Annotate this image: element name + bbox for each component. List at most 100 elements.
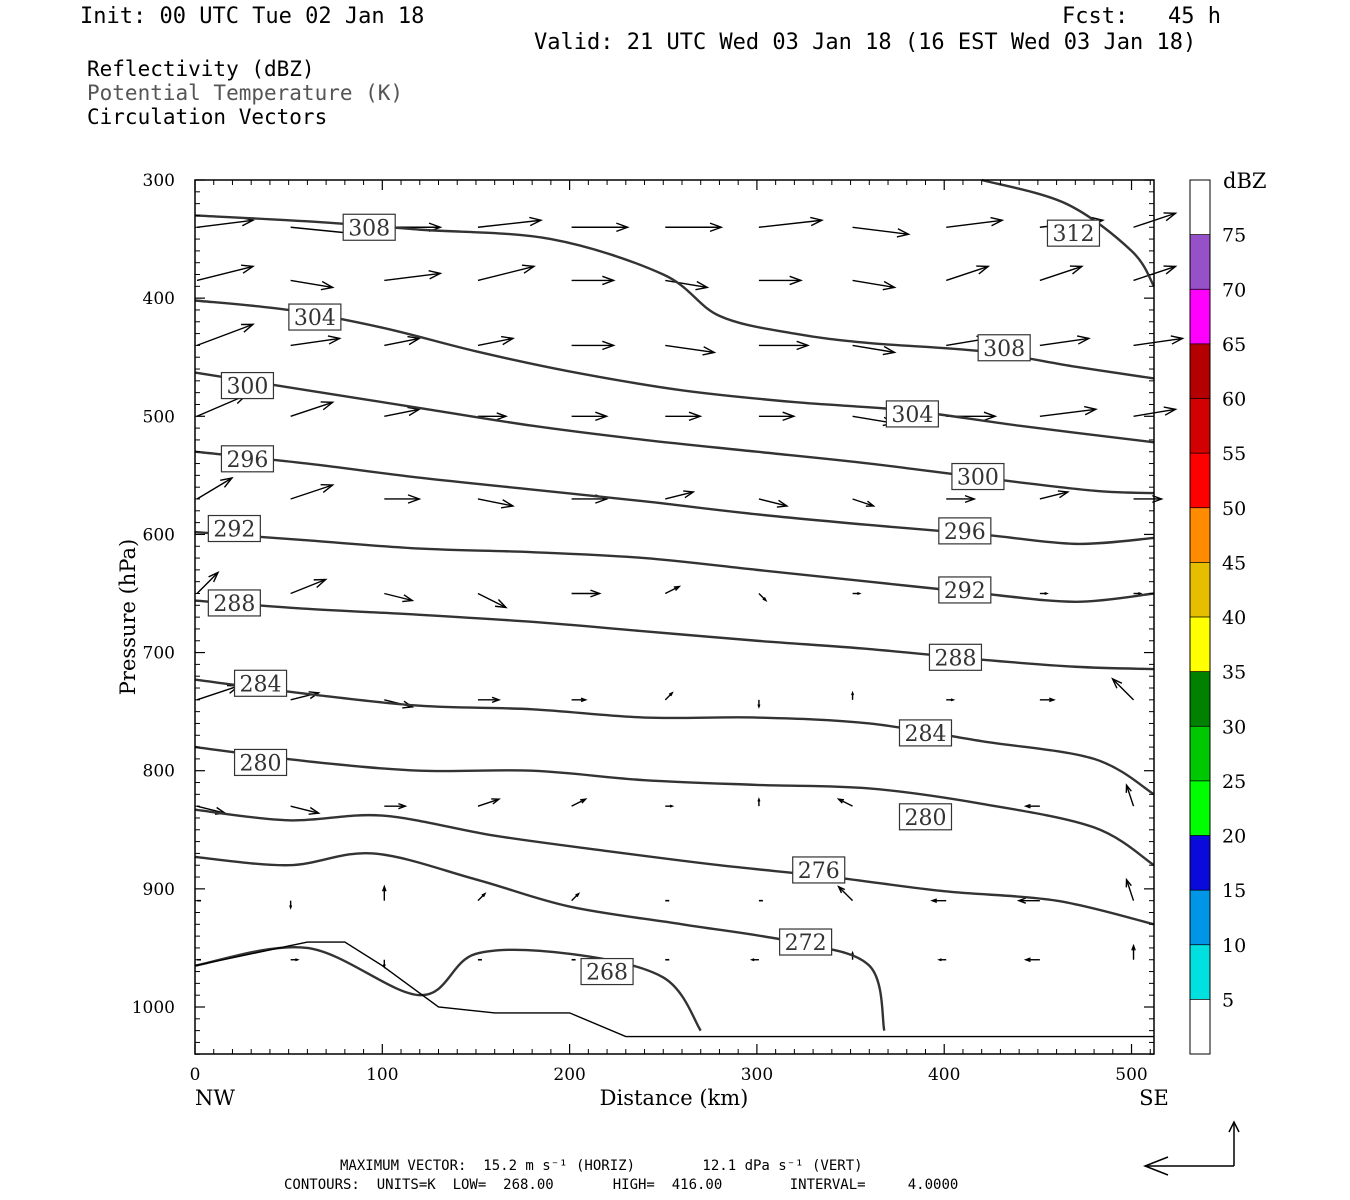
circulation-vector-head — [308, 806, 321, 815]
circulation-vector-head — [1125, 877, 1132, 888]
circulation-vector-head — [851, 690, 855, 696]
contour-label: 292 — [213, 518, 255, 543]
circulation-vector-head — [220, 476, 234, 488]
circulation-vector-head — [616, 222, 630, 233]
circulation-vector-head — [702, 346, 717, 356]
circulation-vector-head — [882, 345, 897, 356]
circulation-vector-head — [407, 494, 422, 504]
circulation-vector — [290, 484, 333, 500]
max-vector-note: MAXIMUM VECTOR: 15.2 m s⁻¹ (HORIZ) 12.1 … — [340, 1158, 863, 1174]
contour-label-box — [207, 589, 261, 617]
circulation-vector — [945, 265, 989, 282]
circulation-vector — [196, 685, 240, 701]
colorbar-swatch — [1190, 671, 1210, 727]
circulation-vector-head — [1131, 943, 1136, 951]
theta-contour — [194, 808, 1155, 926]
circulation-vector — [290, 805, 319, 814]
circulation-vector — [852, 226, 909, 235]
colorbar-swatch — [1190, 507, 1210, 563]
circulation-vector-head — [402, 594, 415, 603]
circulation-vector-head — [1163, 265, 1178, 275]
contour-label: 304 — [294, 306, 336, 331]
x-right-label: SE — [1139, 1086, 1169, 1110]
contour-label-box — [220, 371, 275, 400]
circulation-vector-head — [575, 892, 581, 898]
circulation-vector-head — [398, 802, 408, 810]
y-tick-label: 400 — [143, 289, 175, 309]
colorbar-label: 50 — [1222, 498, 1246, 520]
circulation-vector-head — [930, 898, 938, 904]
contour-label: 272 — [785, 931, 827, 956]
circulation-vector-head — [1152, 494, 1164, 504]
contour-label-box — [928, 643, 983, 671]
circulation-vector-head — [983, 411, 998, 422]
terrain-line — [194, 941, 1154, 1038]
circulation-vector-head — [1111, 677, 1123, 689]
contour-label-box — [580, 957, 634, 986]
colorbar-label: 65 — [1222, 334, 1246, 356]
colorbar-swatch — [1190, 726, 1210, 781]
contour-label: 280 — [904, 806, 946, 831]
contour-label: 312 — [1052, 222, 1094, 247]
colorbar-swatch — [1190, 944, 1210, 1000]
contour-label-box — [233, 669, 288, 697]
legend-theta: Potential Temperature (K) — [87, 81, 404, 105]
x-tick-label: 100 — [366, 1065, 398, 1085]
colorbar-swatch — [1190, 398, 1210, 454]
contour-label: 308 — [348, 216, 390, 241]
y-axis-label: Pressure (hPa) — [116, 539, 140, 695]
circulation-vector-head — [1125, 783, 1132, 793]
circulation-vector-head — [896, 228, 911, 238]
colorbar-swatch — [1190, 835, 1210, 891]
x-tick-label: 300 — [741, 1065, 773, 1085]
circulation-vector-head — [327, 335, 342, 345]
contour-label-box — [898, 803, 953, 831]
theta-contour — [194, 450, 1155, 546]
circulation-vector — [664, 585, 680, 595]
circulation-vector-head — [990, 216, 1005, 227]
circulation-vector-head — [320, 401, 335, 411]
circulation-vector — [384, 272, 441, 282]
circulation-vector — [290, 279, 333, 289]
theta-contour — [194, 945, 702, 1032]
contour-label-box — [220, 445, 275, 473]
circulation-vector-head — [500, 499, 515, 509]
circulation-vector — [384, 337, 420, 347]
circulation-vector — [665, 491, 694, 500]
circulation-vector-head — [762, 597, 768, 602]
circulation-vector — [665, 279, 708, 289]
circulation-vector — [477, 265, 535, 282]
circulation-vector-head — [595, 411, 609, 422]
x-axis-label: Distance (km) — [600, 1086, 749, 1110]
contour-label: 284 — [904, 722, 946, 747]
contour-label: 296 — [226, 448, 268, 473]
circulation-vector-head — [602, 340, 616, 351]
circulation-vector-head — [1016, 897, 1027, 904]
contour-label-box — [977, 334, 1031, 362]
colorbar-title: dBZ — [1223, 169, 1266, 193]
theta-contour — [194, 599, 1155, 671]
circulation-vector-head — [313, 578, 328, 589]
contours-layer: 312 308 308 304 304 300 300 296 296 292 292 288 288 2… — [194, 178, 1156, 1032]
theta-contour — [194, 299, 1155, 444]
legend-reflectivity: Reflectivity (dBZ) — [87, 57, 315, 81]
circulation-vector — [196, 219, 254, 228]
circulation-vector — [290, 401, 333, 417]
y-tick-label: 700 — [143, 644, 175, 664]
x-tick-label: 0 — [190, 1065, 201, 1085]
y-tick-label: 800 — [143, 762, 175, 782]
circulation-vector — [758, 498, 788, 507]
circulation-vector — [290, 337, 340, 347]
circulation-vector — [1039, 337, 1089, 347]
contour-label-box — [342, 213, 396, 241]
x-tick-label: 400 — [928, 1065, 960, 1085]
circulation-vector — [758, 219, 822, 228]
circulation-vector — [852, 279, 895, 289]
y-axis: 300 400 500 600 700 800 900 1000 — [132, 171, 1154, 1055]
circulation-vector-head — [602, 275, 616, 286]
circulation-vector-head — [688, 411, 703, 422]
circulation-vector — [1133, 337, 1183, 347]
contour-label-box — [207, 514, 261, 543]
valid-time: Valid: 21 UTC Wed 03 Jan 18 (16 EST Wed … — [534, 30, 1197, 55]
